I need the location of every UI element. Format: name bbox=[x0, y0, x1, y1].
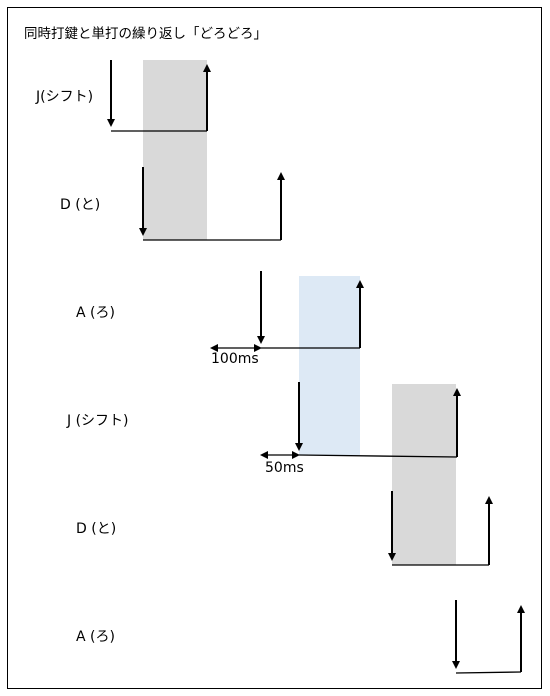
row-label-d-to-2: D (と) bbox=[76, 521, 116, 537]
row-label-a-ro-2: A (ろ) bbox=[76, 629, 115, 645]
hold-line-j-2 bbox=[298, 454, 458, 458]
row-label-j-shift-1: J(シフト) bbox=[35, 89, 93, 105]
diagram-frame bbox=[7, 7, 542, 689]
overlap-region-2 bbox=[392, 384, 456, 565]
row-label-j-shift-2: J (シフト) bbox=[66, 413, 129, 429]
interval-label-100ms: 100ms bbox=[211, 351, 259, 367]
hold-line-a-2 bbox=[455, 671, 522, 674]
overlap-region-1 bbox=[143, 60, 207, 240]
interval-label-50ms: 50ms bbox=[265, 460, 304, 476]
row-label-d-to-1: D (と) bbox=[60, 197, 100, 213]
highlight-region bbox=[299, 276, 360, 455]
row-label-a-ro-1: A (ろ) bbox=[76, 305, 115, 321]
diagram-title: 同時打鍵と単打の繰り返し「どろどろ」 bbox=[24, 25, 267, 42]
